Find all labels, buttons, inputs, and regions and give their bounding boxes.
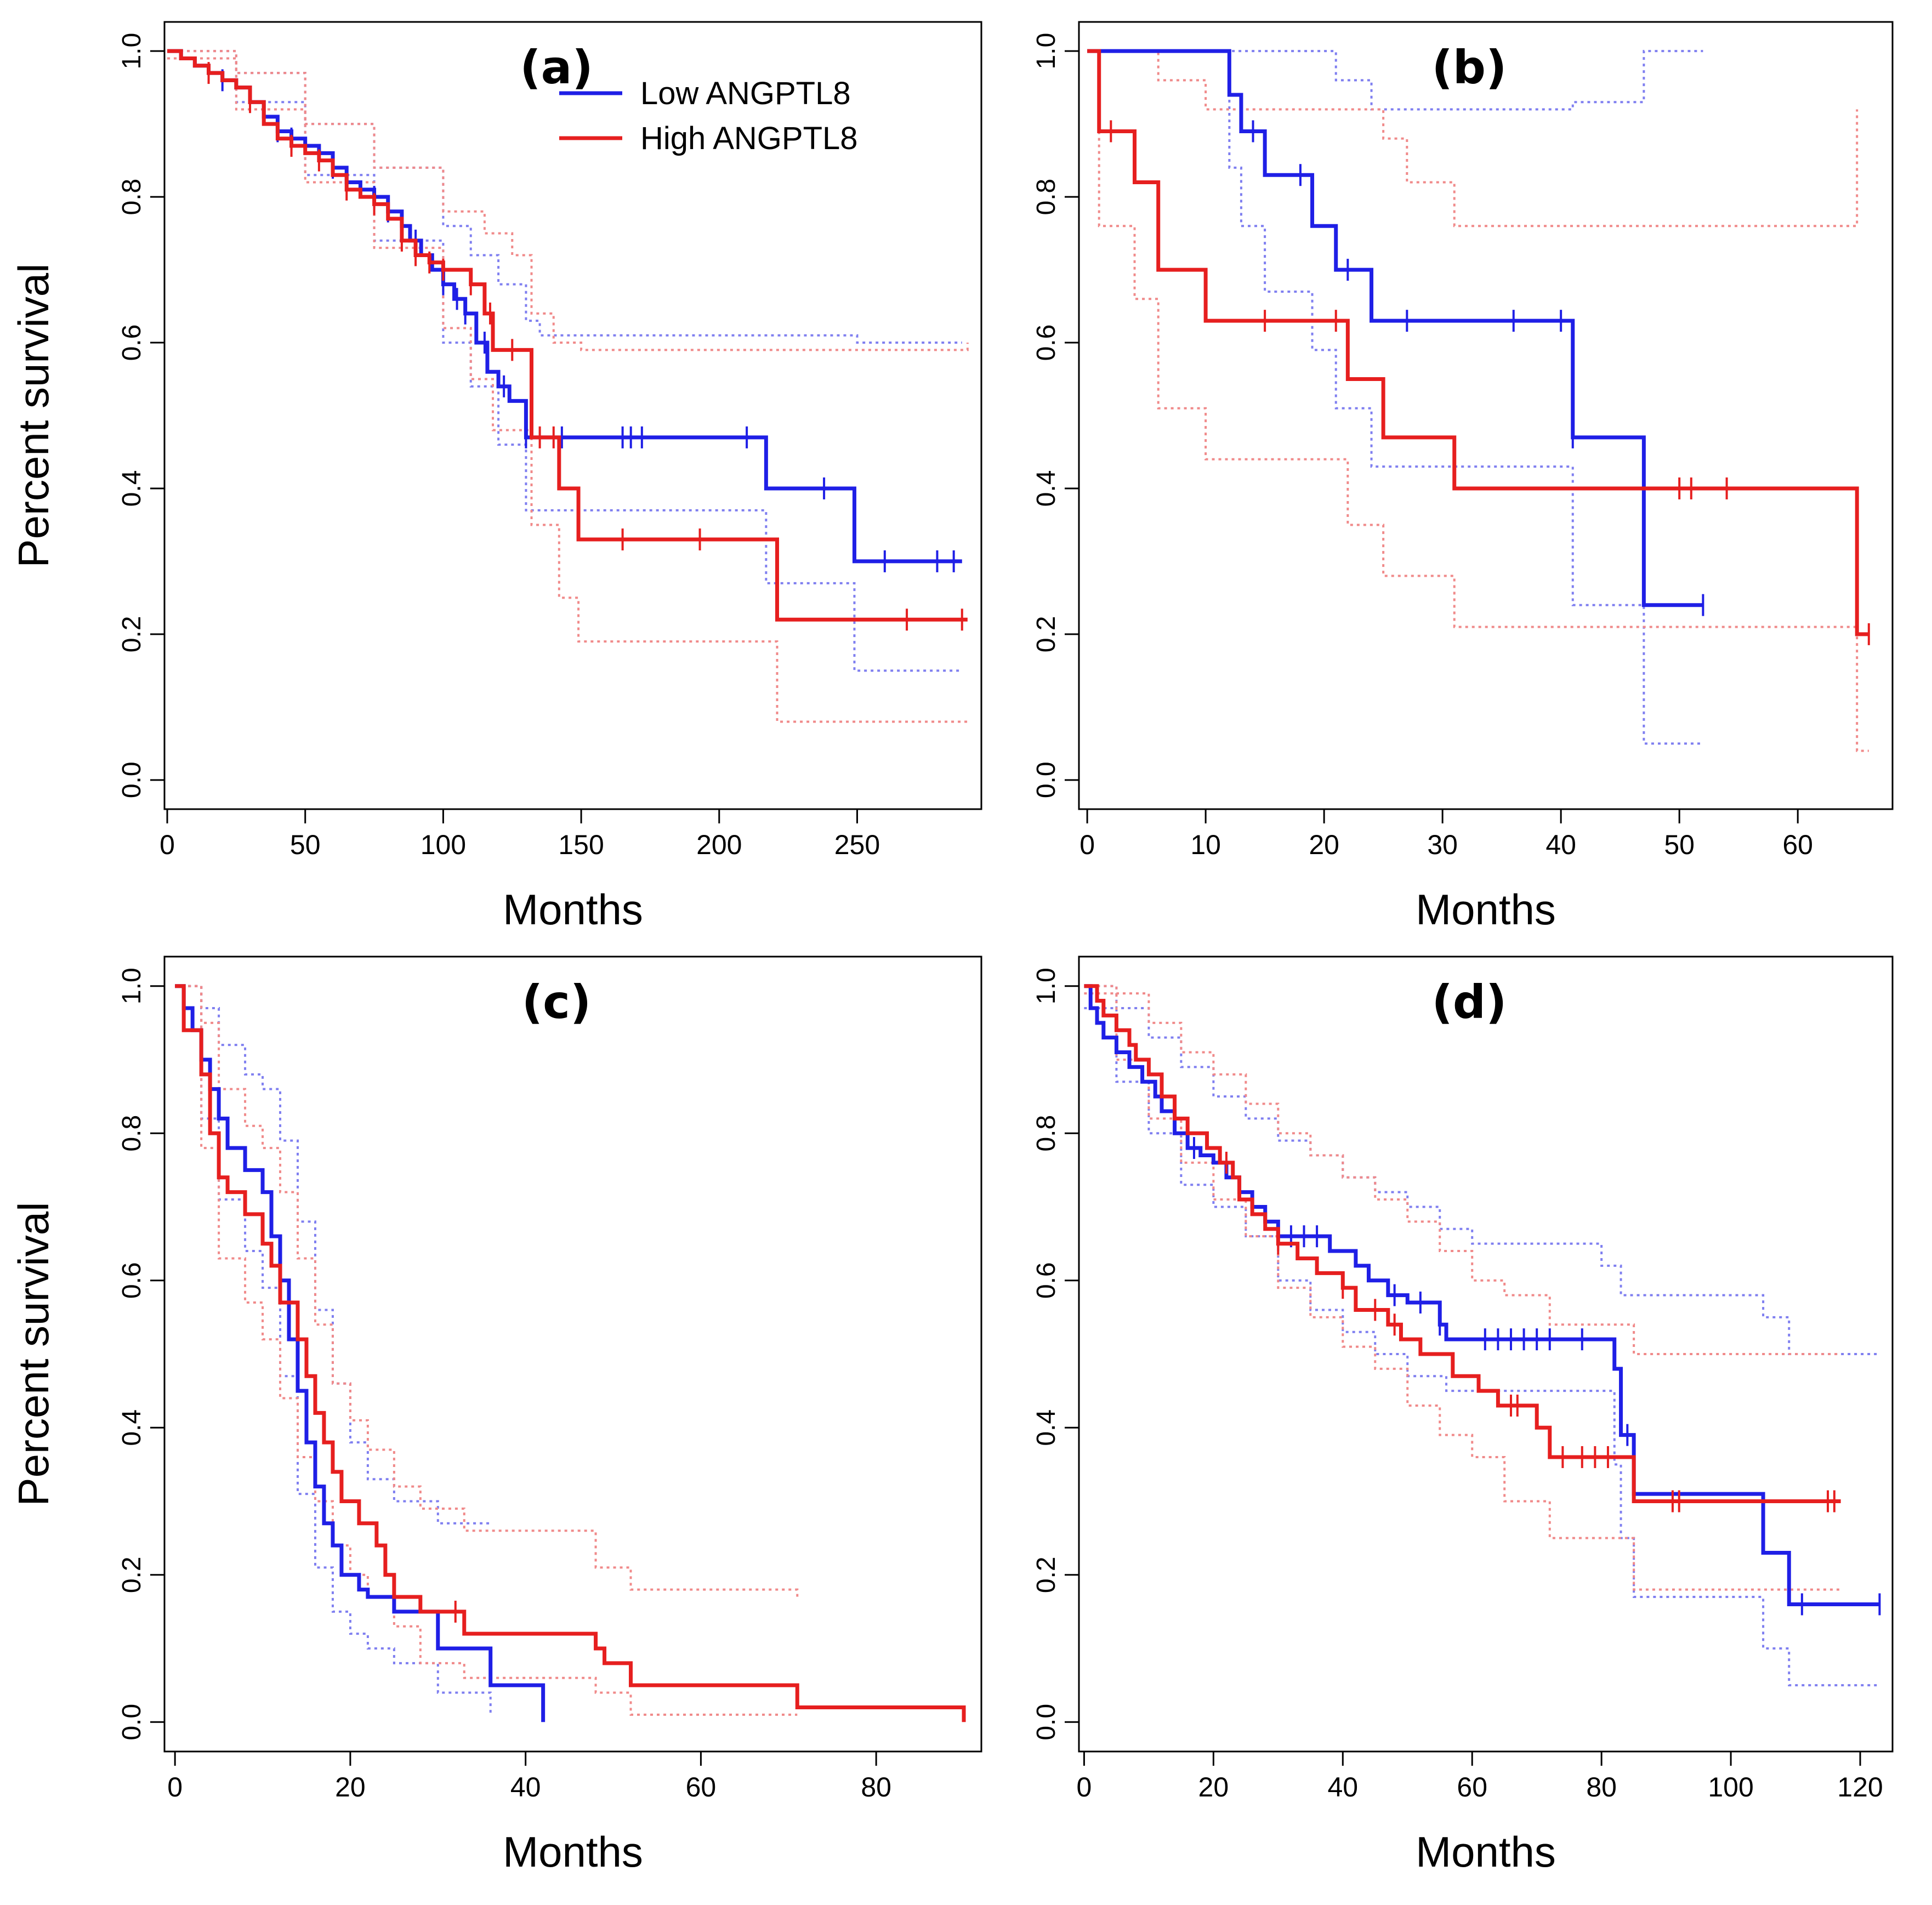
survival-curve-high	[1084, 984, 1841, 1504]
ci-line-low	[175, 985, 491, 1525]
x-tick-label: 50	[290, 829, 321, 860]
panel-a: 0 50 100 150 200 250 0.0 0.2 0.4 0.6 0.8 1.0 (a) M…	[9, 21, 982, 934]
panel-d: 0 20 40 60 80 100 120 0.0 0.2 0.4 0.6 0.8 1.0 (d) M…	[1032, 956, 1894, 1876]
x-axis: 0 10 20 30 40 50 60	[1079, 808, 1813, 860]
ci-line-high	[1087, 50, 1859, 228]
legend-label-low: Low ANGPTL8	[640, 76, 851, 111]
x-tick-label: 60	[1457, 1772, 1487, 1802]
x-tick-label: 0	[1077, 1772, 1092, 1802]
y-tick-label: 0.2	[1032, 616, 1061, 653]
y-tick-label: 0.0	[1032, 1704, 1061, 1741]
x-tick-label: 250	[834, 829, 880, 860]
y-tick-label: 0.0	[117, 1704, 146, 1741]
y-axis: 0.0 0.2 0.4 0.6 0.8 1.0	[1032, 968, 1080, 1741]
x-tick-label: 50	[1664, 829, 1695, 860]
panel-title: (b)	[1432, 41, 1507, 94]
ci-line-low	[1084, 1006, 1880, 1687]
survival-curve-low	[1087, 49, 1703, 607]
x-tick-label: 20	[1309, 829, 1339, 860]
y-tick-label: 0.8	[117, 179, 146, 215]
x-tick-label: 40	[1327, 1772, 1358, 1802]
x-tick-label: 150	[558, 829, 604, 860]
ci-line-high	[175, 985, 799, 1597]
y-axis-label: Percent survival	[9, 264, 58, 568]
y-tick-label: 0.4	[117, 470, 146, 507]
x-tick-label: 100	[1708, 1772, 1753, 1802]
survival-curve-high	[1087, 49, 1869, 636]
survival-curves	[167, 49, 968, 631]
x-tick-label: 30	[1427, 829, 1458, 860]
y-tick-label: 0.8	[1032, 179, 1061, 215]
survival-curves	[1087, 49, 1870, 645]
x-tick-label: 80	[861, 1772, 891, 1802]
x-tick-label: 20	[335, 1772, 366, 1802]
x-axis-label: Months	[503, 885, 643, 934]
x-tick-label: 100	[421, 829, 466, 860]
y-tick-label: 0.4	[1032, 470, 1061, 507]
ci-line-high	[1084, 985, 1841, 1355]
y-tick-label: 1.0	[117, 968, 146, 1004]
panel-title: (a)	[520, 41, 593, 94]
x-tick-label: 0	[160, 829, 175, 860]
confidence-bands	[175, 985, 799, 1716]
x-axis-label: Months	[1416, 885, 1556, 934]
y-tick-label: 0.6	[117, 1262, 146, 1299]
y-tick-label: 0.8	[117, 1115, 146, 1152]
x-tick-label: 200	[696, 829, 742, 860]
panel-title: (d)	[1432, 975, 1507, 1029]
x-tick-label: 10	[1190, 829, 1221, 860]
ci-line-low	[1084, 985, 1880, 1355]
x-axis: 0 20 40 60 80 100 120	[1077, 1750, 1883, 1802]
y-tick-label: 0.8	[1032, 1115, 1061, 1152]
survival-curves	[175, 984, 966, 1722]
y-axis: 0.0 0.2 0.4 0.6 0.8 1.0	[117, 33, 166, 798]
x-axis: 0 20 40 60 80	[167, 1750, 891, 1802]
y-axis: 0.0 0.2 0.4 0.6 0.8 1.0	[1032, 33, 1080, 798]
survival-curve-high	[175, 984, 966, 1722]
y-tick-label: 0.6	[1032, 1262, 1061, 1299]
survival-curves	[1084, 984, 1881, 1616]
y-tick-label: 0.0	[1032, 761, 1061, 798]
x-tick-label: 0	[1079, 829, 1095, 860]
survival-curve-high	[167, 49, 968, 622]
confidence-bands	[1087, 50, 1869, 752]
y-tick-label: 0.6	[117, 325, 146, 361]
ci-line-low	[1087, 50, 1703, 111]
x-tick-label: 40	[510, 1772, 541, 1802]
panel-b: 0 10 20 30 40 50 60 0.0 0.2 0.4 0.6 0.8 1.0 (b) Mon…	[1032, 21, 1894, 934]
y-tick-label: 1.0	[1032, 33, 1061, 70]
x-tick-label: 60	[686, 1772, 717, 1802]
x-axis-label: Months	[503, 1828, 643, 1876]
confidence-bands	[1084, 985, 1880, 1687]
x-axis-label: Months	[1416, 1828, 1556, 1876]
y-tick-label: 1.0	[117, 33, 146, 70]
x-tick-label: 80	[1586, 1772, 1617, 1802]
x-tick-label: 120	[1837, 1772, 1883, 1802]
y-tick-label: 0.6	[1032, 325, 1061, 361]
y-tick-label: 0.4	[117, 1409, 146, 1446]
ci-line-high	[175, 985, 798, 1716]
y-tick-label: 0.0	[117, 761, 146, 798]
panel-title: (c)	[522, 975, 592, 1029]
y-axis-label: Percent survival	[9, 1202, 58, 1506]
x-tick-label: 60	[1782, 829, 1813, 860]
panel-c: 0 20 40 60 80 0.00.20.40.60.81.0 (c) Months …	[9, 956, 982, 1876]
y-tick-label: 0.2	[117, 1556, 146, 1593]
y-tick-label: 0.2	[117, 616, 146, 653]
x-tick-label: 0	[167, 1772, 183, 1802]
legend-label-high: High ANGPTL8	[640, 121, 858, 156]
y-tick-label: 0.4	[1032, 1409, 1061, 1446]
x-tick-label: 20	[1198, 1772, 1229, 1802]
y-tick-label: 1.0	[1032, 968, 1061, 1004]
y-tick-label: 0.2	[1032, 1556, 1061, 1593]
x-tick-label: 40	[1545, 829, 1576, 860]
legend: Low ANGPTL8 High ANGPTL8	[559, 76, 858, 156]
y-axis: 0.0 0.2 0.4 0.6 0.8 1.0	[117, 968, 166, 1741]
x-axis: 0 50 100 150 200 250	[160, 808, 880, 860]
